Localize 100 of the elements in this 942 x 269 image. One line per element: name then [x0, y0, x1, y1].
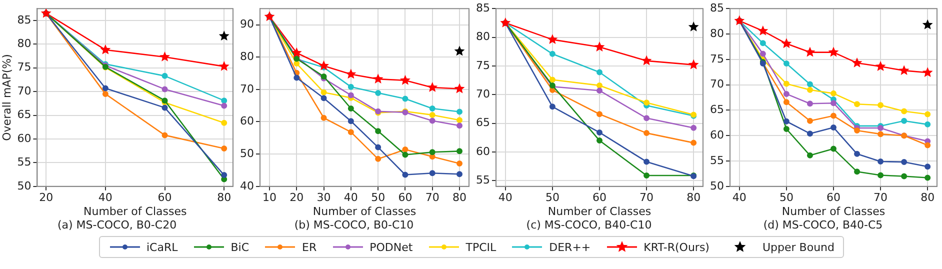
y-tick-label: 90	[240, 18, 254, 31]
y-tick-label: 65	[710, 103, 724, 116]
point	[644, 158, 650, 165]
text: (d) MS-COCO, B40-C5	[763, 218, 883, 232]
point	[400, 74, 410, 85]
legend-label: KRT-R(Ours)	[644, 240, 710, 254]
point	[456, 160, 462, 166]
point	[734, 15, 745, 26]
legend-label: iCaRL	[146, 240, 178, 254]
point	[898, 65, 910, 76]
x-tick-label: 80	[452, 190, 466, 204]
point	[429, 149, 436, 156]
point	[878, 172, 884, 178]
y-tick-label: 70	[17, 84, 32, 98]
text: (a) MS-COCO, B0-C20	[57, 218, 177, 232]
point	[878, 102, 884, 108]
x-tick-label: 50	[545, 190, 560, 204]
x-tick-label: 50	[779, 190, 794, 204]
text: (c) MS-COCO, B40-C10	[526, 218, 652, 232]
point	[830, 124, 836, 130]
x-tick-label: 70	[640, 190, 654, 204]
point	[320, 89, 327, 96]
point	[454, 83, 465, 94]
point	[781, 38, 792, 48]
x-axis-title: Number of Classes	[83, 205, 187, 218]
point	[348, 105, 354, 112]
point	[162, 72, 168, 79]
point	[806, 118, 813, 124]
legend-label: Upper Bound	[762, 240, 834, 254]
y-tick-label: 75	[476, 58, 490, 72]
point	[348, 118, 354, 124]
point	[830, 100, 836, 106]
point	[221, 120, 228, 126]
point	[402, 96, 408, 102]
y-tick-label: 75	[710, 52, 724, 66]
y-tick-label: 85	[710, 1, 724, 14]
x-tick-label: 50	[371, 190, 386, 204]
y-tick-label: 50	[17, 179, 32, 192]
point	[806, 130, 813, 137]
point	[783, 118, 790, 124]
y-tick-label: 80	[240, 50, 254, 63]
point	[875, 61, 886, 71]
point	[294, 60, 300, 67]
point	[690, 140, 697, 146]
point	[596, 69, 602, 76]
point	[40, 8, 52, 18]
point	[402, 172, 408, 178]
legend-label: TPCIL	[466, 240, 496, 254]
y-tick-label: 55	[17, 156, 32, 169]
point	[852, 57, 862, 68]
point	[901, 108, 908, 114]
point	[688, 59, 699, 70]
point	[924, 111, 931, 118]
point	[429, 118, 436, 124]
y-tick-label: 65	[476, 116, 490, 130]
x-tick-label: 80	[686, 190, 701, 204]
point	[924, 174, 931, 181]
x-tick-label: 80	[920, 190, 935, 204]
point	[901, 159, 908, 166]
point	[804, 46, 816, 57]
point	[594, 42, 605, 52]
y-tick-label: 60	[17, 132, 32, 145]
point	[162, 104, 168, 111]
point	[783, 80, 790, 87]
y-tick-label: 75	[17, 60, 32, 74]
point	[922, 67, 933, 78]
point	[854, 128, 860, 134]
point	[783, 99, 790, 106]
text: (b) MS-COCO, B0-C10	[294, 218, 414, 232]
point	[218, 60, 230, 71]
legend-label: BiC	[230, 240, 250, 254]
y-tick-label: 70	[240, 82, 254, 96]
y-tick-label: 85	[476, 1, 490, 14]
point	[901, 118, 908, 124]
y-tick-label: 60	[710, 128, 724, 142]
point	[221, 98, 228, 104]
y-tick-label: 80	[476, 30, 490, 44]
point	[644, 100, 650, 106]
y-tick-label: 60	[476, 144, 490, 158]
point	[549, 50, 556, 57]
point	[878, 158, 884, 165]
point	[320, 95, 327, 102]
point	[854, 150, 860, 157]
point	[429, 170, 436, 176]
point	[294, 74, 300, 81]
point	[348, 92, 354, 98]
x-tick-label: 40	[498, 190, 512, 204]
point	[221, 145, 228, 152]
x-tick-label: 30	[316, 190, 331, 204]
point	[806, 152, 813, 158]
point	[500, 17, 511, 28]
point	[160, 51, 170, 62]
legend-label: ER	[302, 240, 317, 254]
y-tick-label: 50	[240, 146, 254, 160]
point	[922, 19, 933, 30]
point	[644, 115, 650, 122]
x-tick-label: 40	[344, 190, 358, 204]
point	[806, 81, 813, 88]
point	[375, 144, 382, 150]
point	[758, 25, 768, 36]
